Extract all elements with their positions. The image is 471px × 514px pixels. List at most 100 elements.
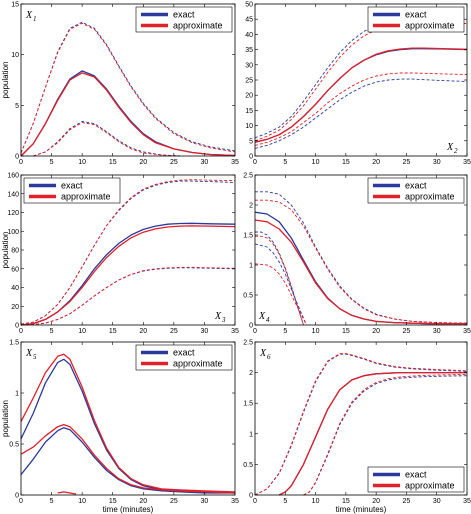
series-line-approximate-5 [255,235,304,326]
y-tick-label: 40 [245,32,253,39]
legend-label-approximate: approximate [61,192,111,202]
y-tick-label: 35 [245,47,253,54]
y-tick-label: 50 [245,2,253,9]
y-tick-label: 10 [11,52,19,59]
y-tick-label: 0 [15,154,19,161]
x-tick-label: 25 [403,498,411,505]
y-tick-label: 20 [11,304,19,311]
y-tick-label: 20 [245,93,253,100]
series-line-approximate-1 [255,199,468,324]
series-line-approximate-3 [20,423,236,494]
x-tick-label: 10 [78,328,86,335]
x-tick-label: 20 [139,498,147,505]
series-line-approximate-3 [278,371,467,496]
x-tick-label: 25 [170,159,178,166]
x-tick-label: 20 [372,159,380,166]
y-tick-label: 1.5 [243,233,253,240]
x-tick-label: 5 [283,159,287,166]
axes-frame [254,341,468,496]
y-tick-label: 5 [15,103,19,110]
y-tick-label: 160 [7,173,19,180]
y-tick-label: 100 [7,229,19,236]
series-line-approximate-3 [254,219,467,325]
series-line-approximate-5 [20,266,236,326]
panel-6: 0 5 10 15 20 25 30 35 0 0.5 1 1.5 2 2.5 time (minutes)… [243,340,471,514]
series-line-exact-2 [20,222,236,326]
panel-label: X [259,348,267,359]
panel-label-subscript: 2 [454,147,458,155]
x-tick-label: 0 [19,328,23,335]
y-tick-label: 60 [11,266,19,273]
x-tick-label: 30 [201,159,209,166]
x-tick-label: 0 [253,328,257,335]
y-tick-label: 80 [11,248,19,255]
y-tick-label: 0.5 [9,442,19,449]
series-line-approximate-1 [20,179,236,325]
series-line-approximate-7 [254,263,307,326]
series-line-approximate-1 [254,353,468,496]
y-tick-label: 0 [249,323,253,330]
x-tick-label: 35 [231,328,239,335]
y-tick-label: 45 [245,17,253,24]
x-tick-label: 10 [78,159,86,166]
panel-label-subscript: 6 [267,353,271,361]
series-line-approximate-5 [303,373,468,496]
x-tick-label: 20 [139,159,147,166]
x-axis-label: time (minutes) [336,505,387,514]
x-tick-label: 15 [109,328,117,335]
legend-label-exact: exact [173,10,195,20]
panel-5: 0 5 10 15 20 25 30 35 0 0.5 1 1.5 population time (mi… [1,340,239,514]
y-tick-label: 2 [249,203,253,210]
x-tick-label: 25 [403,328,411,335]
y-tick-label: 120 [7,210,19,217]
series-line-exact-4 [33,121,181,157]
series-line-approximate-5 [33,122,181,157]
y-tick-label: 0 [15,323,19,330]
x-tick-label: 20 [139,328,147,335]
series-line-exact-0 [20,358,236,494]
y-tick-label: 0 [249,493,253,500]
panel-2: 0 5 10 15 20 25 30 35 0 5 10 15 20 25 30 35 40 45 50 X 2 exac… [245,2,471,167]
x-tick-label: 30 [433,159,441,166]
legend-label-exact: exact [405,181,427,191]
y-tick-label: 2.5 [243,173,253,180]
panel-label: X [25,348,33,359]
series-line-exact-0 [254,17,468,139]
legend-label-approximate: approximate [405,481,455,491]
series-line-approximate-3 [20,22,236,154]
x-tick-label: 30 [201,498,209,505]
legend-label-approximate: approximate [405,21,455,31]
x-tick-label: 20 [372,328,380,335]
series-line-exact-4 [254,78,468,149]
panel-label-subscript: 3 [221,316,226,324]
y-tick-label: 1.5 [243,401,253,408]
series-line-exact-0 [255,191,468,324]
legend-box [23,177,121,204]
y-tick-label: 2 [249,370,253,377]
axes-frame [20,341,236,496]
series-line-exact-4 [20,267,236,326]
series-line-exact-0 [20,70,236,157]
y-tick-label: 140 [7,191,19,198]
x-tick-label: 5 [283,498,287,505]
x-tick-label: 35 [463,498,471,505]
y-tick-label: 0 [249,154,253,161]
series-line-exact-2 [254,211,467,325]
x-tick-label: 10 [312,159,320,166]
x-tick-label: 0 [253,159,257,166]
series-line-approximate-5 [254,72,468,146]
legend-label-approximate: approximate [173,21,223,31]
x-tick-label: 15 [342,328,350,335]
panel-label: X [258,311,266,322]
legend-label-approximate: approximate [173,359,223,369]
x-tick-label: 25 [170,498,178,505]
legend-box [135,6,233,33]
series-line-exact-2 [20,427,235,494]
axes-frame [254,174,468,326]
series-line-approximate-1 [20,353,236,493]
y-axis-label: population [1,400,10,437]
